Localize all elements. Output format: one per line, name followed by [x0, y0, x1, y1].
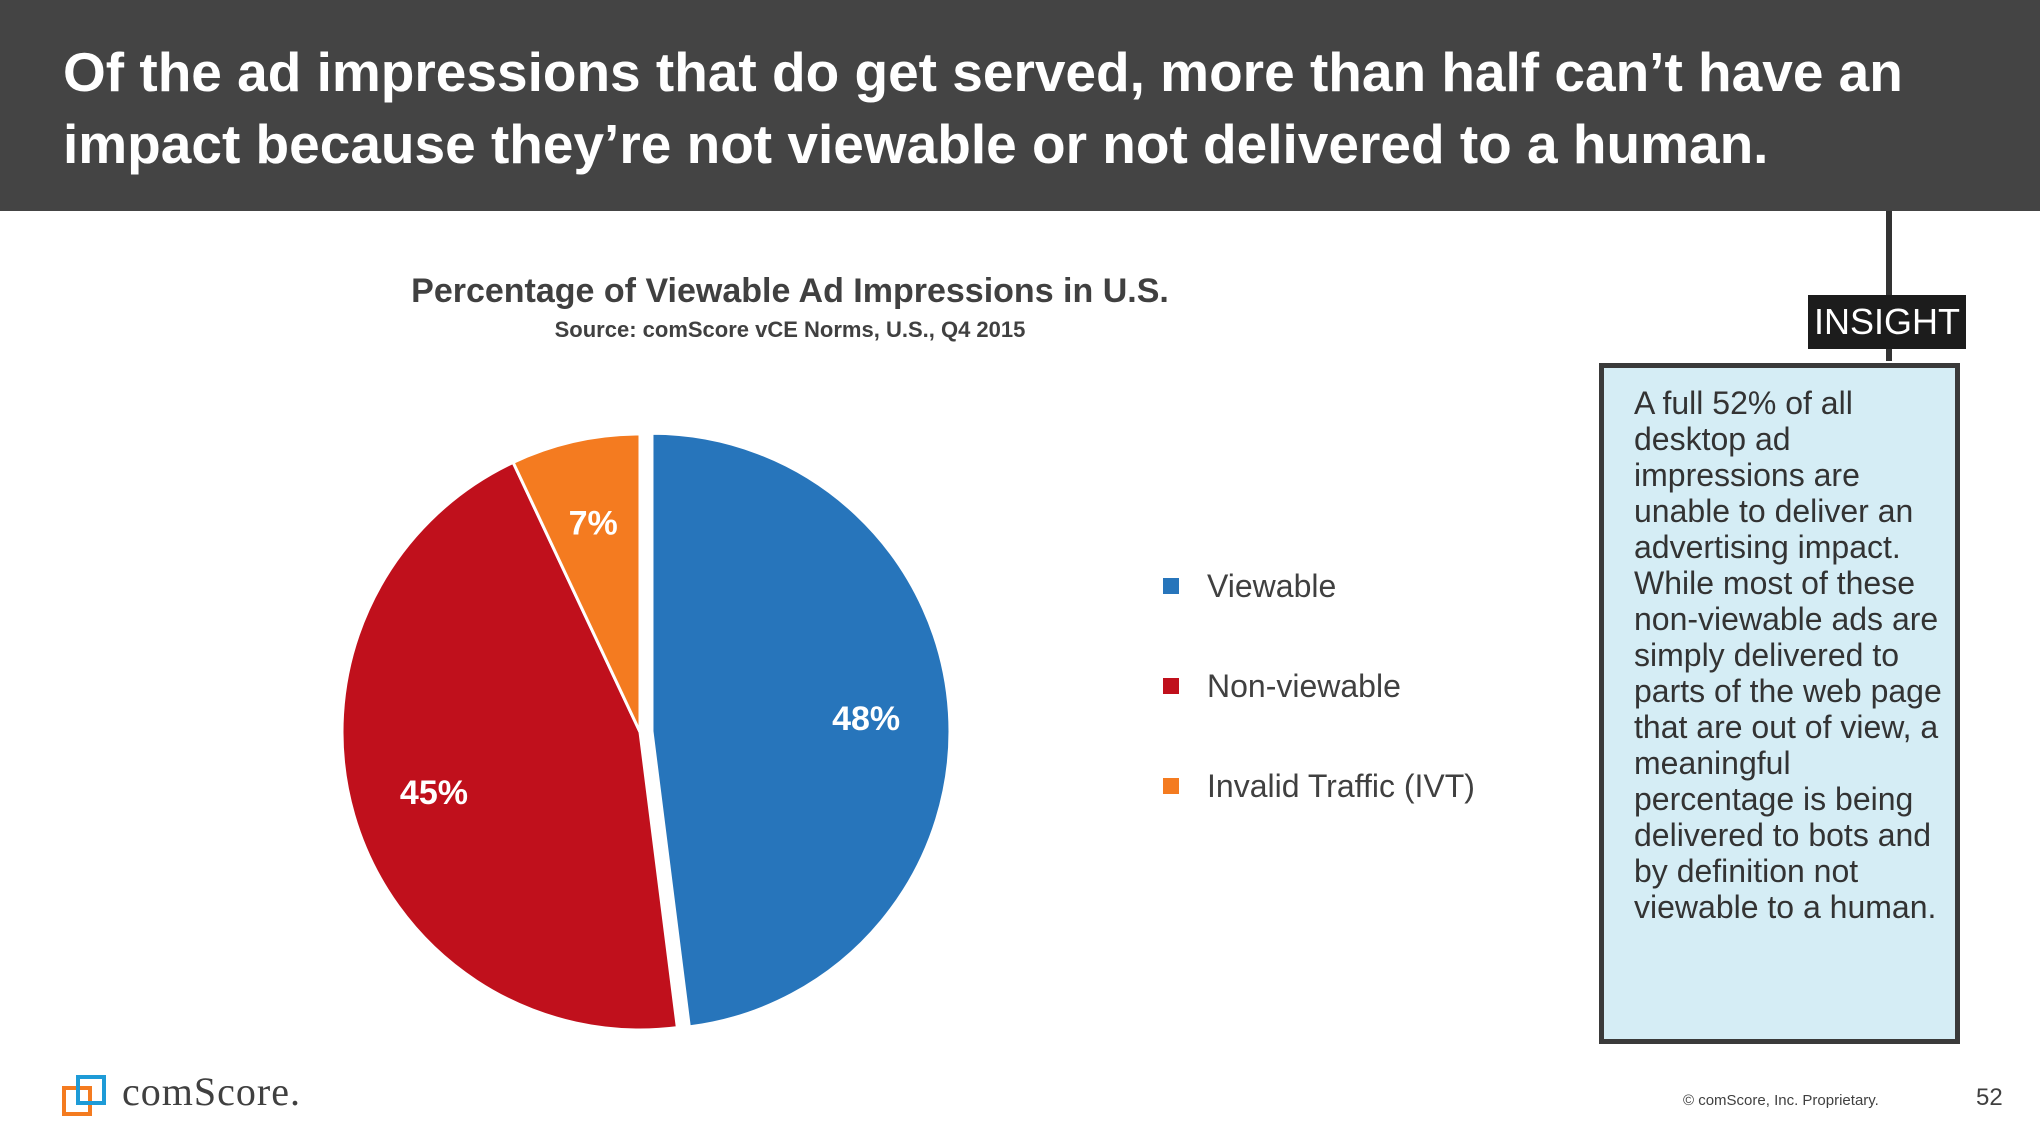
copyright-text: © comScore, Inc. Proprietary. — [1683, 1092, 1879, 1109]
pie-label-viewable: 48% — [832, 700, 900, 738]
legend-label-viewable: Viewable — [1207, 568, 1337, 604]
comscore-logo-icon — [62, 1075, 106, 1116]
insight-tag: INSIGHT — [1808, 295, 1966, 349]
legend-swatch-invalid-traffic-ivt — [1163, 778, 1179, 794]
insight-text: A full 52% of all desktop ad impressions… — [1634, 385, 1942, 925]
pie-label-non-viewable: 45% — [400, 774, 468, 812]
chart-title: Percentage of Viewable Ad Impressions in… — [411, 272, 1169, 310]
pie-chart: 48% 45% 7% — [340, 431, 952, 1032]
insight-connector-line — [1886, 211, 1892, 361]
pie-slice-invalid-traffic-ivt — [511, 432, 642, 733]
comscore-logo: comScore. — [62, 1069, 362, 1116]
page-number: 52 — [1976, 1084, 2003, 1111]
legend-swatch-viewable — [1163, 578, 1179, 594]
logo-wordmark: comScore. — [122, 1069, 301, 1114]
insight-box: A full 52% of all desktop ad impressions… — [1599, 363, 1960, 1044]
chart-subtitle: Source: comScore vCE Norms, U.S., Q4 201… — [554, 317, 1026, 342]
legend-label-non-viewable: Non-viewable — [1207, 668, 1401, 704]
pie-slice-non-viewable — [340, 460, 680, 1032]
slide-title: Of the ad impressions that do get served… — [63, 41, 1903, 175]
legend-label-invalid-traffic-ivt: Invalid Traffic (IVT) — [1207, 768, 1475, 804]
header-bar: Of the ad impressions that do get served… — [0, 0, 2040, 211]
pie-slice-viewable — [650, 431, 952, 1029]
pie-label-invalid-traffic-ivt: 7% — [569, 505, 618, 543]
legend-swatch-non-viewable — [1163, 678, 1179, 694]
